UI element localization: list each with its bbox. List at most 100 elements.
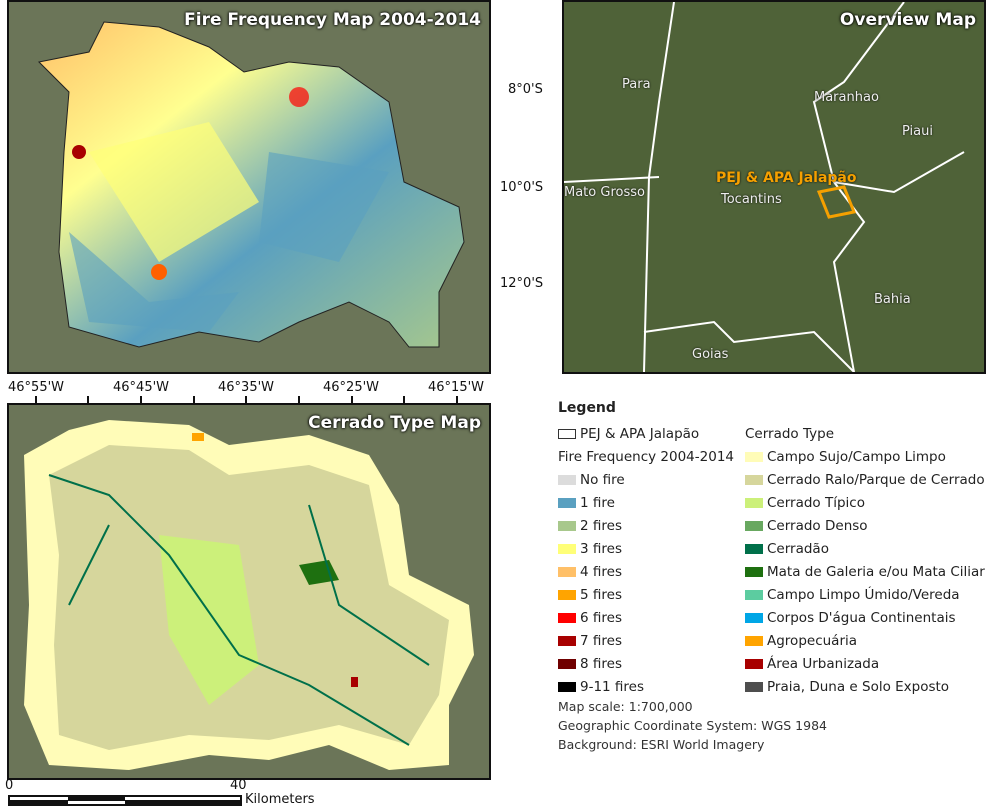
legend-item-label: Área Urbanizada — [767, 656, 880, 672]
color-swatch — [745, 659, 763, 669]
study-area-label: PEJ & APA Jalapão — [716, 170, 857, 186]
place-mato-grosso: Mato Grosso — [564, 185, 645, 200]
legend-item-label: Praia, Duna e Solo Exposto — [767, 679, 950, 695]
place-tocantins: Tocantins — [721, 192, 782, 207]
overview-map[interactable]: Overview Map Para Maranhao Piaui Mato Gr… — [562, 0, 986, 374]
scale-unit: Kilometers — [245, 792, 315, 807]
legend-item: 3 fires — [558, 538, 734, 561]
legend-item-label: 4 fires — [580, 564, 622, 580]
legend-item: 7 fires — [558, 630, 734, 653]
legend-item: Área Urbanizada — [745, 653, 985, 676]
state-boundaries — [564, 2, 965, 372]
scale-end: 40 — [230, 778, 247, 793]
color-swatch — [745, 475, 763, 485]
lon-label: 46°35'W — [218, 380, 275, 395]
legend-item-label: 3 fires — [580, 541, 622, 557]
boundary-swatch — [558, 429, 576, 439]
note-crs: Geographic Coordinate System: WGS 1984 — [558, 718, 827, 733]
legend-item: Praia, Duna e Solo Exposto — [745, 676, 985, 699]
legend-item-label: Cerrado Denso — [767, 518, 868, 534]
color-swatch — [558, 475, 576, 485]
legend-item-label: Mata de Galeria e/ou Mata Ciliar — [767, 564, 985, 580]
legend-item-label: Cerradão — [767, 541, 829, 557]
cerrado-map-graphic — [9, 405, 489, 778]
legend-item: 1 fire — [558, 492, 734, 515]
legend-fire: PEJ & APA Jalapão Fire Frequency 2004-20… — [558, 423, 734, 699]
note-background: Background: ESRI World Imagery — [558, 737, 765, 752]
color-swatch — [745, 567, 763, 577]
color-swatch — [745, 613, 763, 623]
fire-map-graphic — [9, 2, 489, 372]
color-swatch — [558, 544, 576, 554]
color-swatch — [558, 590, 576, 600]
legend-item: Cerradão — [745, 538, 985, 561]
legend-cerrado: Cerrado Type Campo Sujo/Campo Limpo Cerra… — [745, 423, 985, 699]
color-swatch — [745, 452, 763, 462]
place-para: Para — [622, 77, 651, 92]
legend-item-label: Cerrado Típico — [767, 495, 865, 511]
legend-boundary-label: PEJ & APA Jalapão — [580, 426, 700, 442]
legend-item-label: Corpos D'água Continentais — [767, 610, 956, 626]
study-area-fire — [37, 21, 465, 348]
legend-item: 5 fires — [558, 584, 734, 607]
legend-item: Cerrado Denso — [745, 515, 985, 538]
legend-item: Campo Limpo Úmido/Vereda — [745, 584, 985, 607]
legend-item: Campo Sujo/Campo Limpo — [745, 446, 985, 469]
lat-label: 8°0'S — [508, 82, 543, 97]
legend-item-label: Agropecuária — [767, 633, 858, 649]
legend-item: 2 fires — [558, 515, 734, 538]
color-swatch — [745, 682, 763, 692]
legend-item: Mata de Galeria e/ou Mata Ciliar — [745, 561, 985, 584]
legend-item-label: Campo Sujo/Campo Limpo — [767, 449, 946, 465]
lon-label: 46°25'W — [323, 380, 380, 395]
color-swatch — [745, 636, 763, 646]
fire-map-title: Fire Frequency Map 2004-2014 — [184, 10, 481, 30]
legend-item-label: 9-11 fires — [580, 679, 645, 695]
fire-frequency-map[interactable]: Fire Frequency Map 2004-2014 — [7, 0, 491, 374]
color-swatch — [745, 498, 763, 508]
legend-item: Cerrado Típico — [745, 492, 985, 515]
legend-item: Cerrado Ralo/Parque de Cerrado — [745, 469, 985, 492]
place-piaui: Piaui — [902, 124, 933, 139]
color-swatch — [558, 498, 576, 508]
legend-item-label: 7 fires — [580, 633, 622, 649]
fire-legend-title: Fire Frequency 2004-2014 — [558, 449, 735, 465]
legend-item-label: 8 fires — [580, 656, 622, 672]
note-scale: Map scale: 1:700,000 — [558, 699, 693, 714]
color-swatch — [558, 567, 576, 577]
legend-item: 9-11 fires — [558, 676, 734, 699]
color-swatch — [558, 636, 576, 646]
color-swatch — [558, 682, 576, 692]
legend-item-label: 5 fires — [580, 587, 622, 603]
legend-item: No fire — [558, 469, 734, 492]
lon-label: 46°55'W — [8, 380, 65, 395]
cerrado-map-title: Cerrado Type Map — [308, 413, 481, 433]
legend-item: Agropecuária — [745, 630, 985, 653]
legend-title: Legend — [558, 400, 616, 416]
overview-map-title: Overview Map — [839, 10, 976, 30]
place-maranhao: Maranhao — [814, 90, 879, 105]
map-notes: Map scale: 1:700,000 Geographic Coordina… — [558, 697, 827, 754]
color-swatch — [558, 521, 576, 531]
place-bahia: Bahia — [874, 292, 911, 307]
legend-item-label: 2 fires — [580, 518, 622, 534]
legend-item: 6 fires — [558, 607, 734, 630]
legend-item-label: Campo Limpo Úmido/Vereda — [767, 587, 960, 603]
scale-bar — [8, 795, 242, 806]
cerrado-legend-title: Cerrado Type — [745, 426, 834, 442]
lat-label: 12°0'S — [500, 276, 544, 291]
color-swatch — [558, 613, 576, 623]
legend-item-label: 1 fire — [580, 495, 615, 511]
legend-item-label: No fire — [580, 472, 625, 488]
legend-item: Corpos D'água Continentais — [745, 607, 985, 630]
legend-item: 4 fires — [558, 561, 734, 584]
color-swatch — [745, 544, 763, 554]
lat-label: 10°0'S — [500, 180, 544, 195]
color-swatch — [558, 659, 576, 669]
cerrado-type-map[interactable]: Cerrado Type Map — [7, 403, 491, 780]
lon-label: 46°45'W — [113, 380, 170, 395]
legend-item: 8 fires — [558, 653, 734, 676]
legend-item-label: Cerrado Ralo/Parque de Cerrado — [767, 472, 985, 488]
scale-start: 0 — [5, 778, 14, 793]
place-goias: Goias — [692, 347, 729, 362]
